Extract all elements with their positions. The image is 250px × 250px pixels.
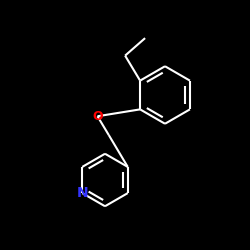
Text: N: N [76, 186, 88, 200]
Text: O: O [92, 110, 103, 123]
